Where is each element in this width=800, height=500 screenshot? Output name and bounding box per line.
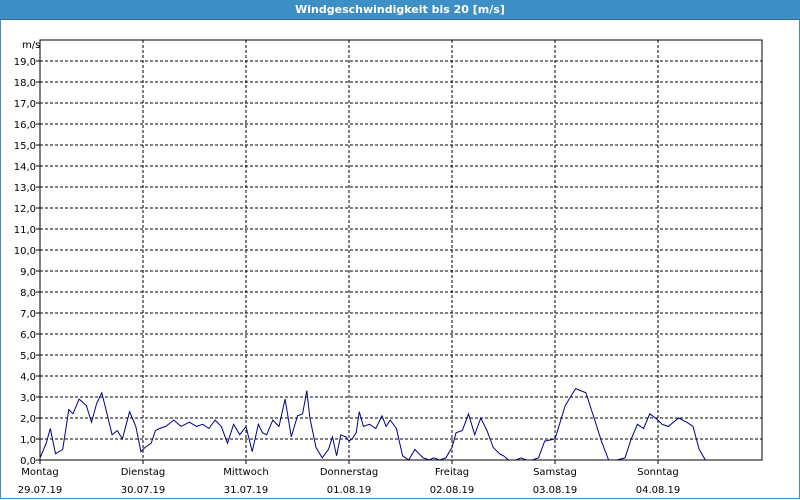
y-tick-label: 13,0 bbox=[14, 183, 36, 194]
y-axis-label: m/s bbox=[22, 40, 40, 51]
y-tick-label: 3,0 bbox=[20, 393, 36, 404]
y-tick-label: 10,0 bbox=[14, 246, 36, 257]
x-tick-day-label: Donnerstag bbox=[320, 467, 378, 478]
plot-area-border bbox=[39, 39, 763, 461]
grid-lines bbox=[36, 40, 762, 464]
x-tick-day-label: Mittwoch bbox=[223, 467, 268, 478]
y-tick-label: 14,0 bbox=[14, 162, 36, 173]
chart-title: Windgeschwindigkeit bis 20 [m/s] bbox=[0, 0, 800, 20]
y-tick-label: 0,0 bbox=[20, 456, 36, 467]
x-tick-date-label: 04.08.19 bbox=[636, 485, 681, 496]
x-tick-date-label: 01.08.19 bbox=[327, 485, 372, 496]
x-tick-day-label: Montag bbox=[21, 467, 58, 478]
x-tick-date-label: 31.07.19 bbox=[224, 485, 269, 496]
y-tick-label: 17,0 bbox=[14, 99, 36, 110]
y-tick-label: 16,0 bbox=[14, 120, 36, 131]
y-tick-label: 18,0 bbox=[14, 78, 36, 89]
y-tick-label: 7,0 bbox=[20, 309, 36, 320]
x-tick-day-label: Freitag bbox=[435, 467, 469, 478]
y-tick-label: 6,0 bbox=[20, 330, 36, 341]
y-tick-label: 5,0 bbox=[20, 351, 36, 362]
wind-speed-series-line bbox=[39, 387, 757, 461]
y-tick-label: 2,0 bbox=[20, 414, 36, 425]
x-tick-labels: Montag 29.07.19 Dienstag 30.07.19 Mittwoch 31… bbox=[18, 467, 681, 496]
x-tick-day-label: Dienstag bbox=[121, 467, 166, 478]
x-tick-date-label: 03.08.19 bbox=[533, 485, 578, 496]
y-tick-label: 15,0 bbox=[14, 141, 36, 152]
x-tick-day-label: Sonntag bbox=[637, 467, 679, 478]
x-tick-date-label: 29.07.19 bbox=[18, 485, 63, 496]
y-tick-label: 19,0 bbox=[14, 57, 36, 68]
y-tick-label: 12,0 bbox=[14, 204, 36, 215]
y-tick-label: 9,0 bbox=[20, 267, 36, 278]
x-tick-day-label: Samstag bbox=[533, 467, 577, 478]
y-tick-labels: 0,0 1,0 2,0 3,0 4,0 5,0 6,0 7,0 8,0 9,0 10,0 11,0 12… bbox=[14, 57, 36, 467]
y-tick-label: 4,0 bbox=[20, 372, 36, 383]
x-tick-date-label: 02.08.19 bbox=[430, 485, 475, 496]
x-tick-date-label: 30.07.19 bbox=[121, 485, 166, 496]
y-tick-label: 11,0 bbox=[14, 225, 36, 236]
y-tick-label: 8,0 bbox=[20, 288, 36, 299]
y-tick-label: 1,0 bbox=[20, 435, 36, 446]
